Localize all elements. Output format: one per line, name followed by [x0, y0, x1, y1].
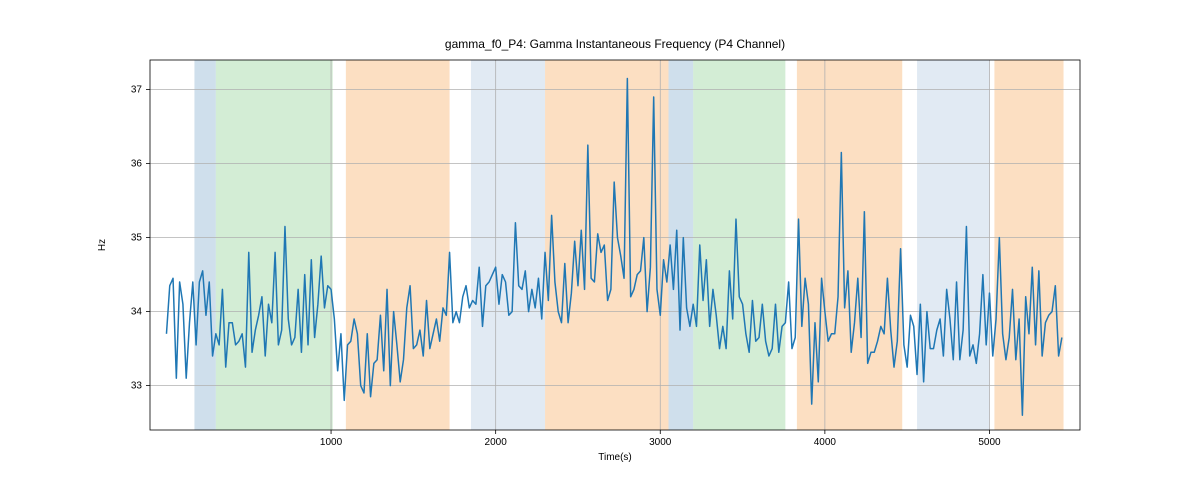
x-tick-label: 1000	[320, 437, 343, 448]
background-band	[216, 60, 333, 430]
x-tick-label: 5000	[978, 437, 1001, 448]
plot-area-group	[150, 60, 1080, 430]
y-tick-label: 36	[131, 159, 143, 170]
y-axis-label: Hz	[97, 239, 108, 251]
chart-title: gamma_f0_P4: Gamma Instantaneous Frequen…	[445, 37, 785, 51]
background-band	[471, 60, 545, 430]
y-tick-label: 37	[131, 85, 143, 96]
background-band	[994, 60, 1063, 430]
x-axis-label: Time(s)	[598, 452, 632, 463]
background-band	[194, 60, 215, 430]
y-tick-label: 35	[131, 233, 143, 244]
background-band	[668, 60, 693, 430]
background-band	[693, 60, 785, 430]
x-tick-label: 4000	[814, 437, 837, 448]
background-band	[545, 60, 668, 430]
y-tick-label: 34	[131, 307, 143, 318]
x-tick-label: 2000	[485, 437, 508, 448]
y-tick-label: 33	[131, 381, 143, 392]
background-band	[346, 60, 450, 430]
chart-container: 1000 2000 3000 4000 5000 33 34 35 36 37 Time(s) Hz g…	[0, 0, 1200, 500]
background-band	[917, 60, 989, 430]
x-tick-label: 3000	[649, 437, 672, 448]
line-chart: 1000 2000 3000 4000 5000 33 34 35 36 37 Time(s) Hz g…	[0, 0, 1200, 500]
